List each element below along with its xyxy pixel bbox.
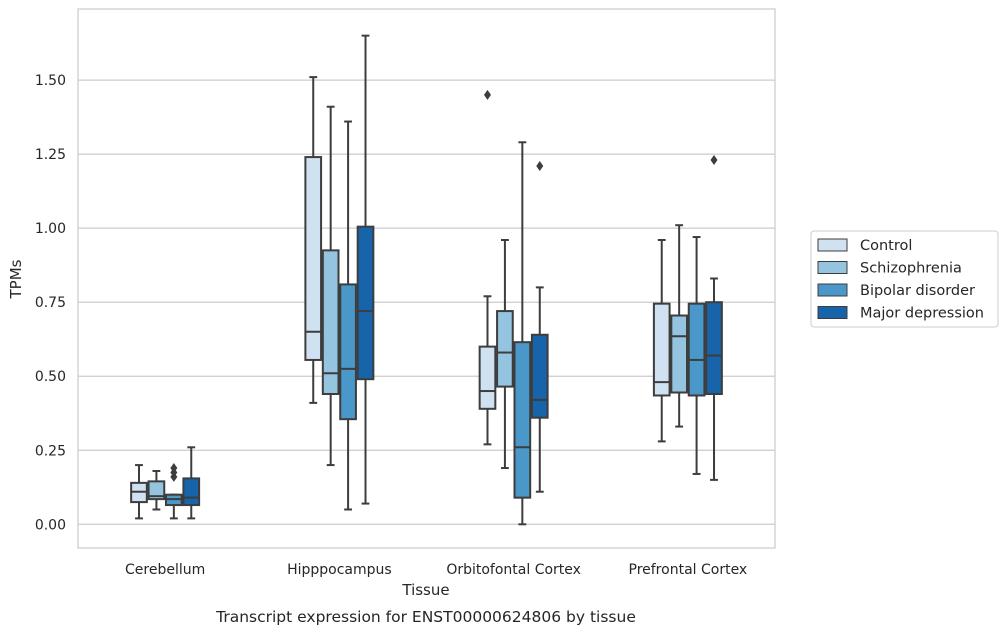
box (652, 302, 671, 397)
x-tick-label: Cerebellum (125, 562, 205, 578)
legend-label: Control (860, 238, 912, 254)
legend-label: Major depression (860, 306, 984, 322)
x-tick-label: Orbitofontal Cortex (446, 562, 581, 578)
outlier-point (483, 89, 491, 100)
box-group (530, 160, 549, 493)
box-group (670, 224, 689, 428)
box-group (478, 89, 497, 446)
y-tick-label: 0.25 (35, 443, 66, 459)
box (182, 477, 201, 507)
box-group (339, 120, 357, 511)
box (304, 156, 323, 361)
plot-background (78, 9, 775, 548)
y-tick-label: 0.50 (35, 369, 66, 385)
outlier-point (170, 463, 178, 474)
y-tick-label: 0.00 (35, 517, 66, 533)
box-group (147, 470, 166, 511)
box (147, 480, 166, 501)
box-plots (130, 34, 723, 526)
legend-swatch (817, 306, 848, 319)
box-group (652, 239, 671, 443)
box (530, 333, 549, 419)
y-tick-label: 1.00 (35, 221, 66, 237)
grid-lines (78, 79, 775, 525)
box (496, 310, 514, 388)
box-group (356, 34, 375, 505)
legend: Control Schizophrenia Bipolar disorder Majo… (810, 230, 999, 328)
x-tick-labels: Cerebellum Hipppocampus Orbitofontal Corte… (125, 562, 747, 578)
legend-label: Schizophrenia (860, 261, 962, 277)
box (321, 249, 340, 395)
box-group (321, 105, 340, 467)
box (705, 301, 723, 396)
y-tick-label: 1.25 (35, 147, 66, 163)
x-axis-label: Tissue (401, 581, 449, 599)
legend-swatch (817, 283, 848, 297)
y-tick-label: 0.75 (35, 295, 66, 311)
legend-label: Bipolar disorder (860, 283, 975, 299)
box (687, 302, 706, 397)
y-tick-label: 1.50 (35, 73, 66, 89)
outlier-point (536, 160, 544, 171)
box-group (164, 463, 183, 520)
box-group (513, 141, 532, 526)
box (670, 314, 689, 394)
legend-swatch (817, 238, 848, 252)
box-group (705, 155, 723, 481)
legend-frame (810, 230, 999, 328)
legend-swatch (817, 261, 848, 274)
box (339, 283, 357, 421)
x-tick-label: Prefrontal Cortex (629, 562, 748, 578)
plot-frame (77, 8, 776, 549)
box-group (182, 446, 201, 520)
box (356, 225, 375, 381)
box-group (687, 236, 706, 475)
y-axis-label: TPMs (7, 259, 25, 299)
box (513, 341, 532, 499)
box-group (496, 239, 514, 470)
box-group (304, 76, 323, 404)
box-group (130, 464, 148, 520)
figure-caption: Transcript expression for ENST0000062480… (215, 608, 636, 626)
box (478, 345, 497, 410)
y-tick-labels: 0.00 0.25 0.50 0.75 1.00 1.25 1.50 (35, 73, 66, 533)
x-tick-label: Hipppocampus (287, 562, 392, 578)
outlier-point (710, 155, 718, 166)
